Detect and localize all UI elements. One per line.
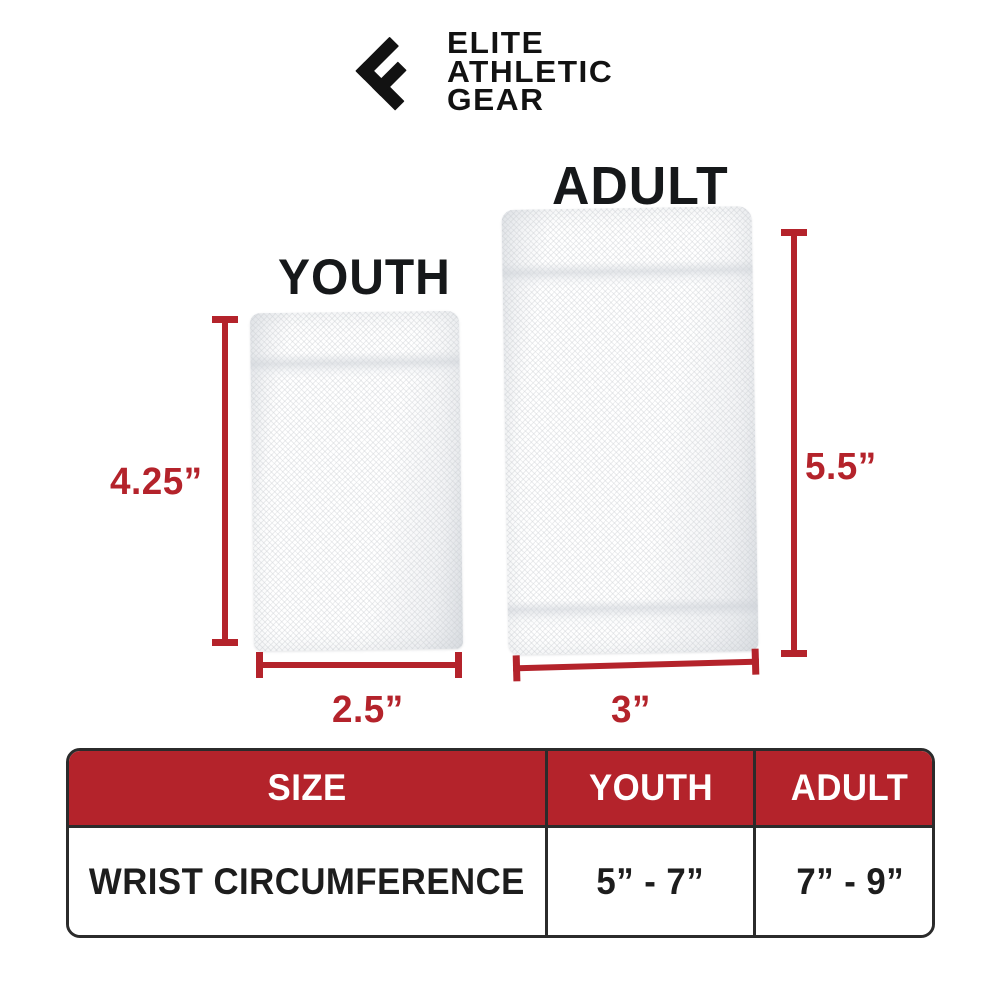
dimension-shaft bbox=[512, 658, 760, 672]
table-cell-youth-value: 5” - 7” bbox=[545, 826, 755, 935]
dimension-label-adult-width: 3” bbox=[611, 689, 651, 731]
sleeve-hem bbox=[507, 597, 759, 631]
dimension-line-youth-width bbox=[256, 652, 462, 678]
dimension-cap-icon bbox=[751, 648, 760, 675]
dimension-shaft bbox=[256, 662, 462, 668]
dimension-label-youth-width: 2.5” bbox=[332, 689, 404, 731]
brand-line-2: ATHLETIC bbox=[447, 53, 614, 89]
table-header-adult-label: ADULT bbox=[791, 767, 909, 808]
youth-value-text: 5” - 7” bbox=[596, 860, 705, 902]
measurement-label-text: WRIST CIRCUMFERENCE bbox=[89, 860, 525, 902]
product-title-youth: YOUTH bbox=[278, 249, 451, 305]
table-header-size-label: SIZE bbox=[267, 767, 347, 808]
sleeve-band bbox=[250, 350, 460, 380]
sleeve-band bbox=[502, 259, 753, 288]
table-header-row: SIZE YOUTH ADULT bbox=[69, 751, 932, 828]
dimension-cap-icon bbox=[781, 650, 807, 657]
table-header-adult: ADULT bbox=[753, 751, 932, 828]
dimension-shaft bbox=[222, 316, 228, 646]
dimension-line-adult-width bbox=[512, 648, 760, 682]
dimension-cap-icon bbox=[212, 639, 238, 646]
elite-athletic-gear-logo-icon bbox=[355, 33, 433, 111]
dimension-line-adult-height bbox=[781, 229, 807, 657]
brand-logo: ELITE ATHLETIC GEAR bbox=[355, 26, 675, 118]
dimension-line-youth-height bbox=[212, 316, 238, 646]
adult-value-text: 7” - 9” bbox=[796, 860, 904, 902]
product-image-youth-sleeve bbox=[249, 310, 464, 652]
dimension-cap-icon bbox=[455, 652, 462, 678]
table-cell-adult-value: 7” - 9” bbox=[753, 826, 932, 935]
dimension-label-youth-height: 4.25” bbox=[110, 461, 203, 503]
size-chart-table: SIZE YOUTH ADULT WRIST CIRCUMFERENCE bbox=[66, 748, 935, 938]
dimension-label-adult-height: 5.5” bbox=[805, 446, 877, 488]
brand-wordmark: ELITE ATHLETIC GEAR bbox=[447, 24, 614, 118]
product-image-adult-sleeve bbox=[501, 206, 759, 655]
product-title-adult: ADULT bbox=[552, 156, 729, 216]
table-row: WRIST CIRCUMFERENCE 5” - 7” 7” - 9” bbox=[69, 826, 932, 935]
dimension-shaft bbox=[791, 229, 797, 657]
table-header-youth: YOUTH bbox=[545, 751, 755, 828]
table-cell-measurement-label: WRIST CIRCUMFERENCE bbox=[69, 826, 547, 935]
brand-line-3: GEAR bbox=[447, 82, 545, 118]
brand-line-1: ELITE bbox=[447, 24, 545, 60]
table-header-size: SIZE bbox=[69, 751, 547, 828]
table-header-youth-label: YOUTH bbox=[588, 767, 713, 808]
